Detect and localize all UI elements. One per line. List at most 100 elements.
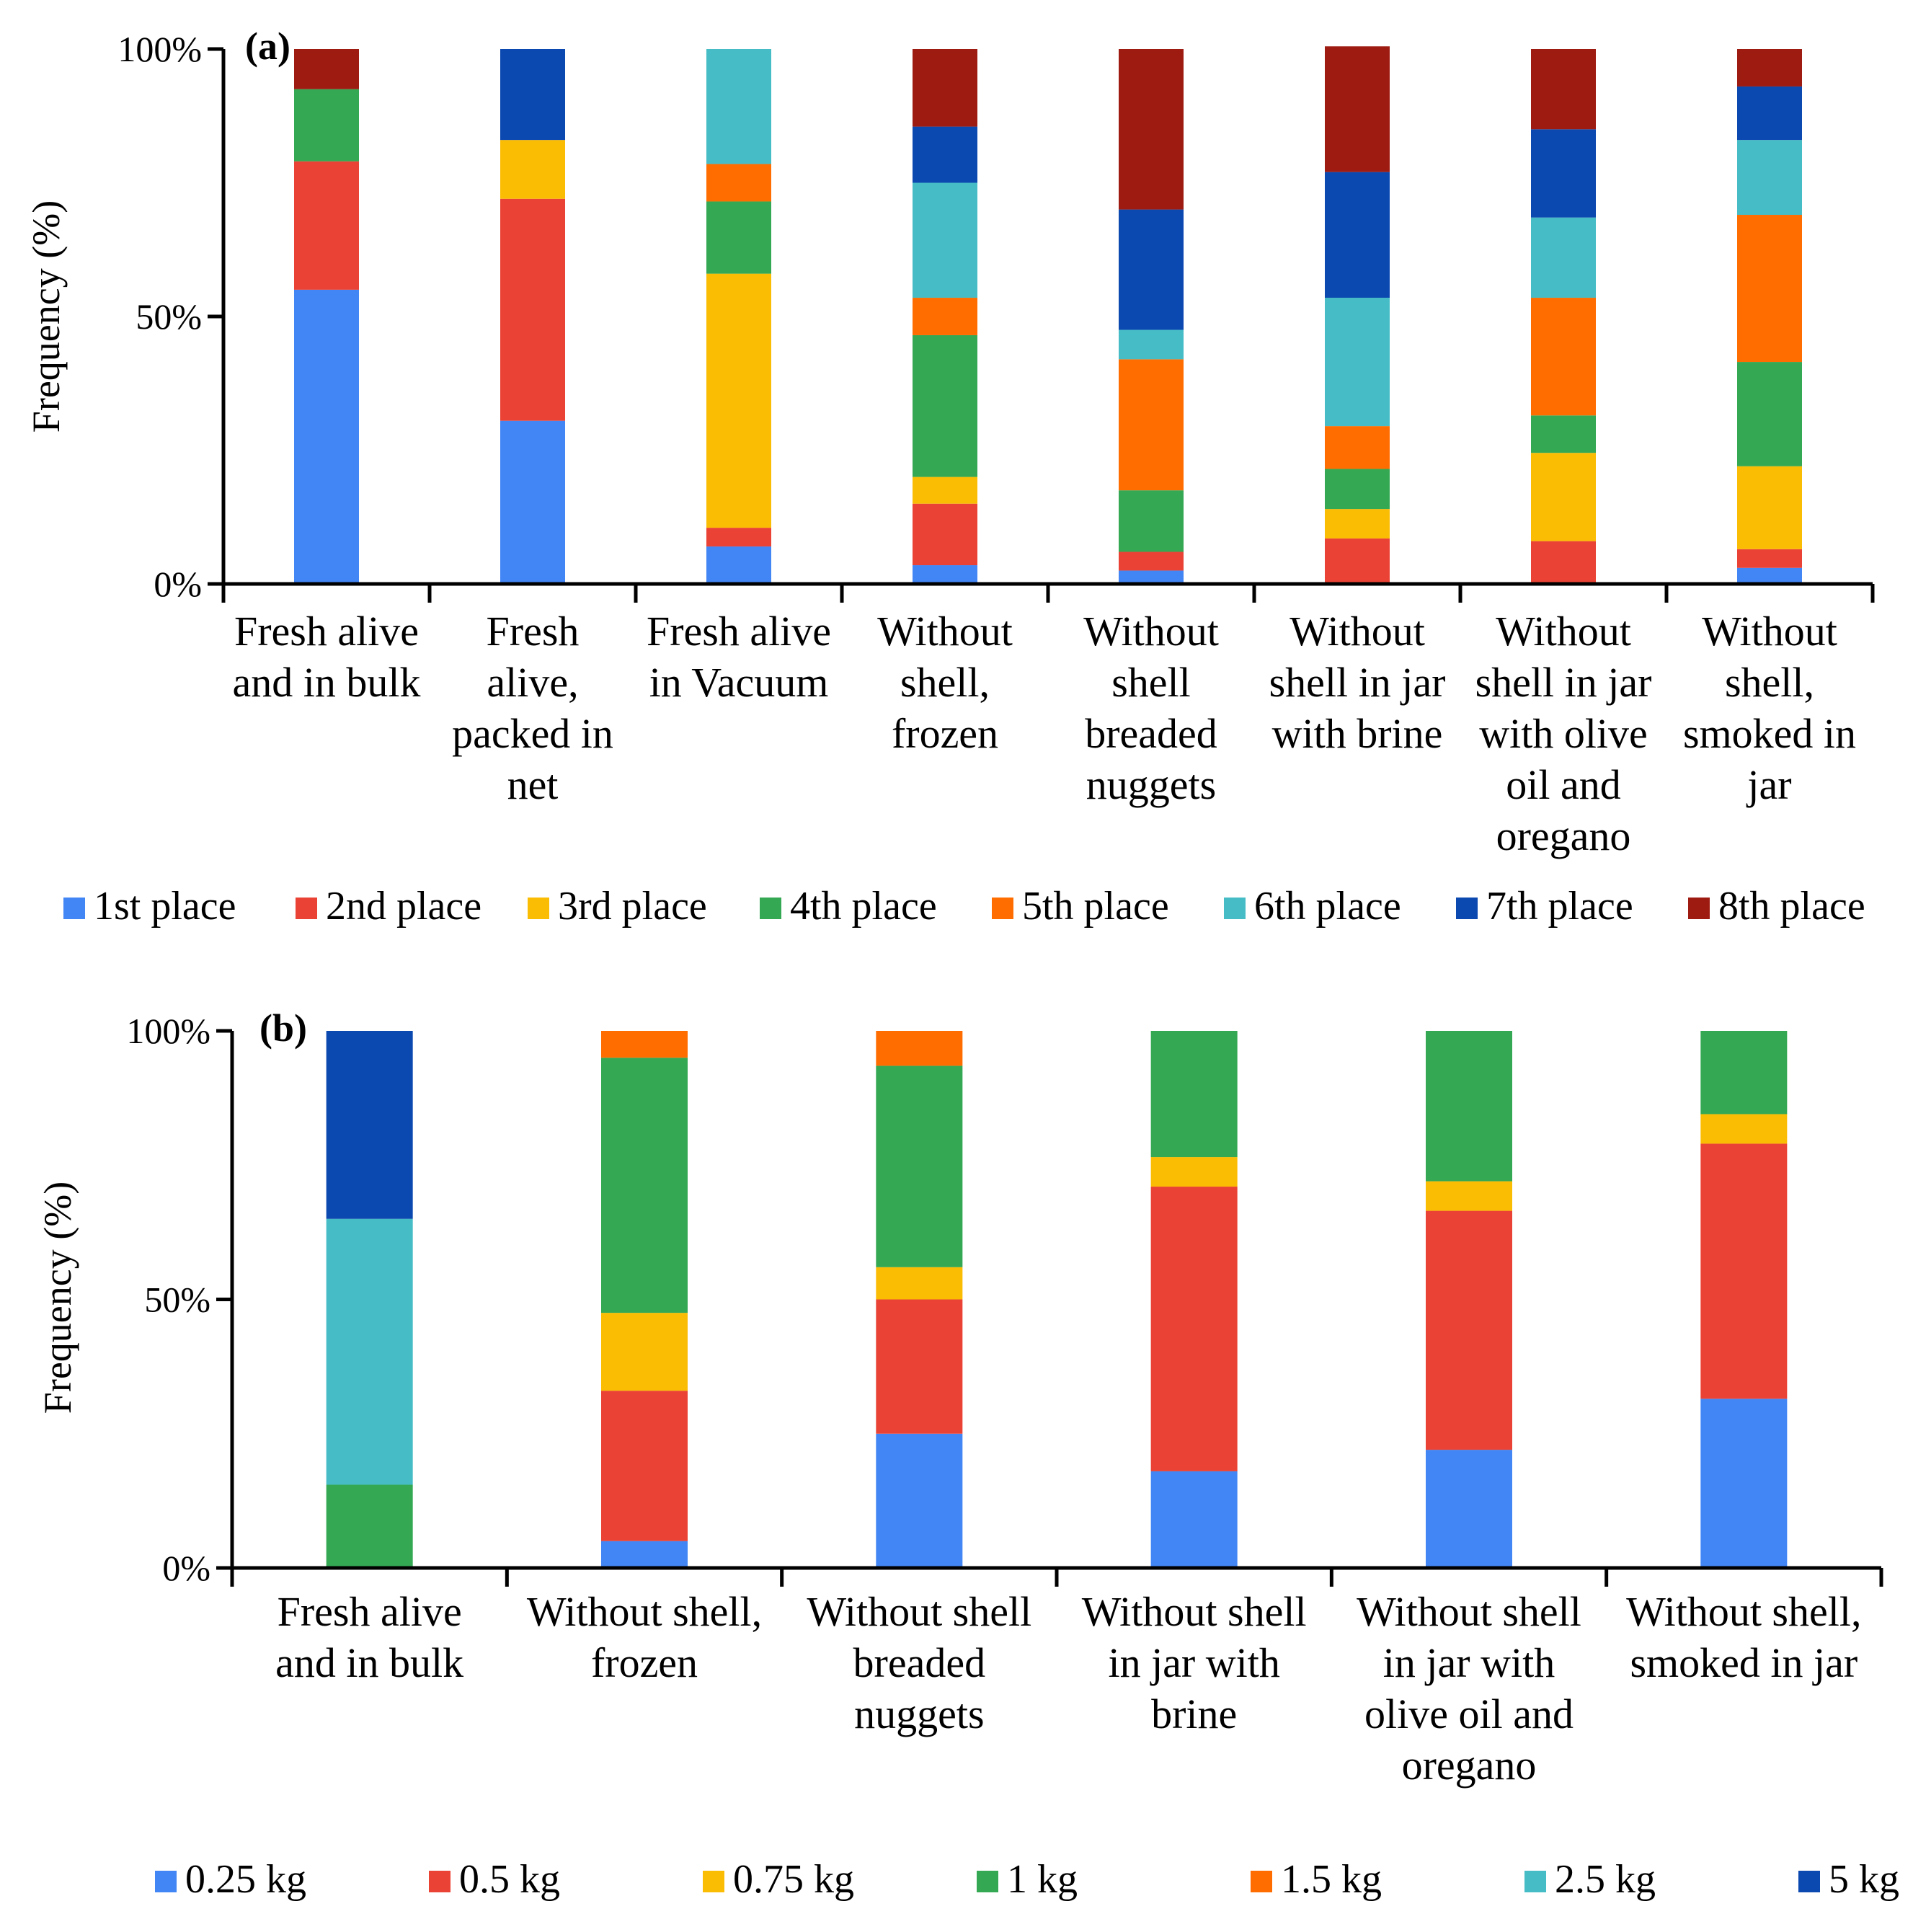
legend-label: 0.25 kg (185, 1857, 306, 1902)
bar-segment (1426, 1210, 1512, 1450)
x-category-label-line: shell, (1725, 659, 1814, 706)
x-category-label-line: breaded (853, 1639, 986, 1686)
bar-segment (1150, 1187, 1238, 1471)
legend-swatch (703, 1871, 724, 1892)
legend-swatch (1524, 1871, 1546, 1892)
x-category-label-line: Fresh alive (278, 1588, 462, 1635)
x-category-label-line: nuggets (854, 1690, 984, 1737)
x-category-label-line: Fresh (487, 608, 580, 655)
legend-swatch (1251, 1871, 1272, 1892)
bar-segment (601, 1058, 688, 1313)
legend-label: 2nd place (326, 884, 481, 929)
x-category-label-line: Without (1702, 608, 1837, 655)
x-category-label-line: brine (1151, 1690, 1237, 1737)
bar-segment (913, 477, 977, 504)
x-category-label-line: Without shell (1357, 1588, 1581, 1635)
y-tick-label: 0% (162, 1548, 210, 1588)
legend-swatch (1224, 898, 1246, 919)
x-category-label-line: Fresh alive (234, 608, 419, 655)
x-category-label-line: oil and (1506, 761, 1620, 808)
bar-segment (876, 1299, 963, 1434)
bar-segment (913, 334, 977, 477)
legend-label: 2.5 kg (1555, 1857, 1656, 1902)
x-category-label-line: jar (1746, 761, 1791, 808)
bar-segment (1325, 509, 1390, 539)
legend-label: 8th place (1718, 884, 1865, 929)
legend-swatch (155, 1871, 177, 1892)
x-category-label-line: Without (1496, 608, 1631, 655)
x-category-label-line: Fresh alive (647, 608, 831, 655)
bar-segment (706, 164, 771, 202)
legend-label: 1 kg (1007, 1857, 1078, 1902)
bar-segment (294, 89, 359, 161)
bar-segment (1119, 490, 1184, 552)
x-category-label: Fresh alive in Vacuum (647, 608, 831, 706)
legend-label: 1.5 kg (1281, 1857, 1382, 1902)
legend-swatch (1798, 1871, 1820, 1892)
x-category-label-line: smoked in (1683, 710, 1856, 757)
x-category-label-line: shell in jar (1475, 659, 1652, 706)
bar-segment (326, 1031, 413, 1219)
x-category-label-line: in jar with (1108, 1639, 1279, 1686)
x-category-label: Without shell in jar with olive oil and ore… (1357, 1588, 1581, 1789)
bar-segment (601, 1313, 688, 1391)
panel-label: (a) (245, 25, 290, 68)
bar-segment (1119, 329, 1184, 360)
x-category-label-line: oregano (1496, 812, 1631, 859)
y-tick-label: 50% (136, 296, 202, 337)
x-category-label: Without shell, smoked in jar (1683, 608, 1856, 808)
x-category-label-line: Without (1083, 608, 1219, 655)
x-category-label-line: breaded (1085, 710, 1217, 757)
x-category-label: Fresh alive and in bulk (275, 1588, 463, 1686)
bar-segment (1150, 1157, 1238, 1187)
legend-label: 1st place (94, 884, 236, 929)
legend-swatch (63, 898, 85, 919)
legend-swatch (528, 898, 549, 919)
x-category-label-line: frozen (591, 1639, 698, 1686)
bar-segment (500, 420, 565, 584)
x-category-label-line: oregano (1402, 1742, 1537, 1789)
bar-segment (1426, 1031, 1512, 1182)
bar-segment (706, 546, 771, 584)
bar-segment (913, 298, 977, 335)
bar-segment (1700, 1031, 1788, 1115)
legend-label: 6th place (1254, 884, 1401, 929)
chart-panel-b: 0% 50% 100% Frequency (%) (b) Fresh alive and … (36, 1006, 1899, 1902)
bar-segment (1531, 453, 1596, 541)
x-category-label-line: shell (1111, 659, 1191, 706)
bar-segment (1531, 49, 1596, 130)
bar-segment (1737, 49, 1802, 87)
bar-segment (1426, 1450, 1512, 1568)
y-tick-label: 100% (117, 29, 202, 69)
bar-segment (500, 140, 565, 199)
bar-segment (913, 182, 977, 298)
bar-segment (1426, 1181, 1512, 1211)
x-category-label-line: in Vacuum (649, 659, 829, 706)
legend-swatch (429, 1871, 450, 1892)
legend-label: 3rd place (558, 884, 707, 929)
x-category-label-line: alive, (487, 659, 578, 706)
x-category-label: Without shell, frozen (877, 608, 1013, 757)
legend-swatch (296, 898, 317, 919)
bar-segment (601, 1031, 688, 1058)
bar-segment (1325, 298, 1390, 427)
bar-segment (913, 126, 977, 183)
bar-segment (706, 273, 771, 528)
x-category-label-line: with olive (1479, 710, 1648, 757)
bar-segment (706, 49, 771, 164)
bar-segment (326, 1218, 413, 1485)
legend-label: 0.5 kg (459, 1857, 560, 1902)
bar-segment (601, 1391, 688, 1541)
x-category-label: Without shell in jar with olive oil and oreg… (1475, 608, 1652, 859)
legend-swatch (992, 898, 1013, 919)
bar-segment (1737, 466, 1802, 549)
bar-segment (1700, 1114, 1788, 1144)
bar-segment (1700, 1143, 1788, 1399)
bar-segment (1737, 215, 1802, 363)
bar-segment (876, 1031, 963, 1066)
bar-segment (876, 1065, 963, 1267)
bar-segment (1737, 140, 1802, 216)
bar-segment (1531, 129, 1596, 218)
bar-segment (913, 565, 977, 584)
